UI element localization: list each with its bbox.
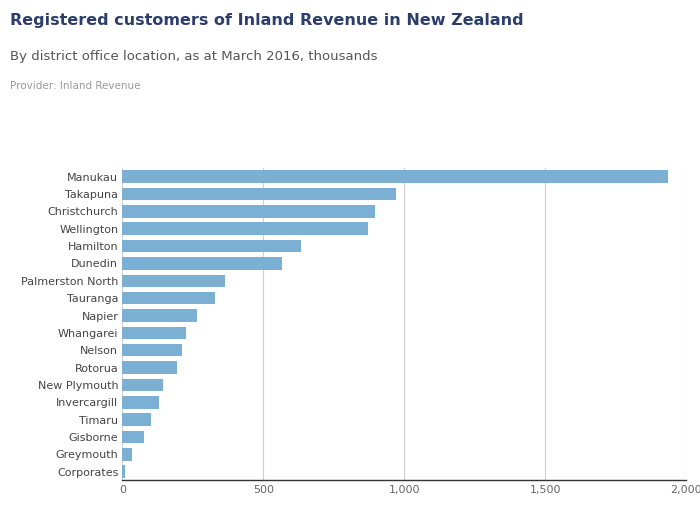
Bar — [122, 396, 159, 408]
Text: Registered customers of Inland Revenue in New Zealand: Registered customers of Inland Revenue i… — [10, 13, 524, 28]
Bar — [122, 413, 150, 426]
Bar — [122, 361, 177, 374]
Bar — [122, 430, 144, 443]
Bar — [122, 257, 281, 270]
Text: figure.nz: figure.nz — [587, 13, 663, 27]
Bar — [122, 309, 197, 322]
Text: By district office location, as at March 2016, thousands: By district office location, as at March… — [10, 50, 378, 63]
Bar — [122, 171, 668, 183]
Bar — [122, 223, 368, 235]
Bar — [122, 379, 163, 391]
Text: Provider: Inland Revenue: Provider: Inland Revenue — [10, 81, 141, 91]
Bar — [122, 275, 225, 287]
Bar — [122, 448, 132, 460]
Bar — [122, 327, 186, 339]
Bar — [122, 292, 216, 304]
Bar — [122, 240, 302, 253]
Bar — [122, 344, 182, 356]
Bar — [122, 205, 374, 218]
Bar — [122, 466, 125, 478]
Bar — [122, 188, 395, 200]
